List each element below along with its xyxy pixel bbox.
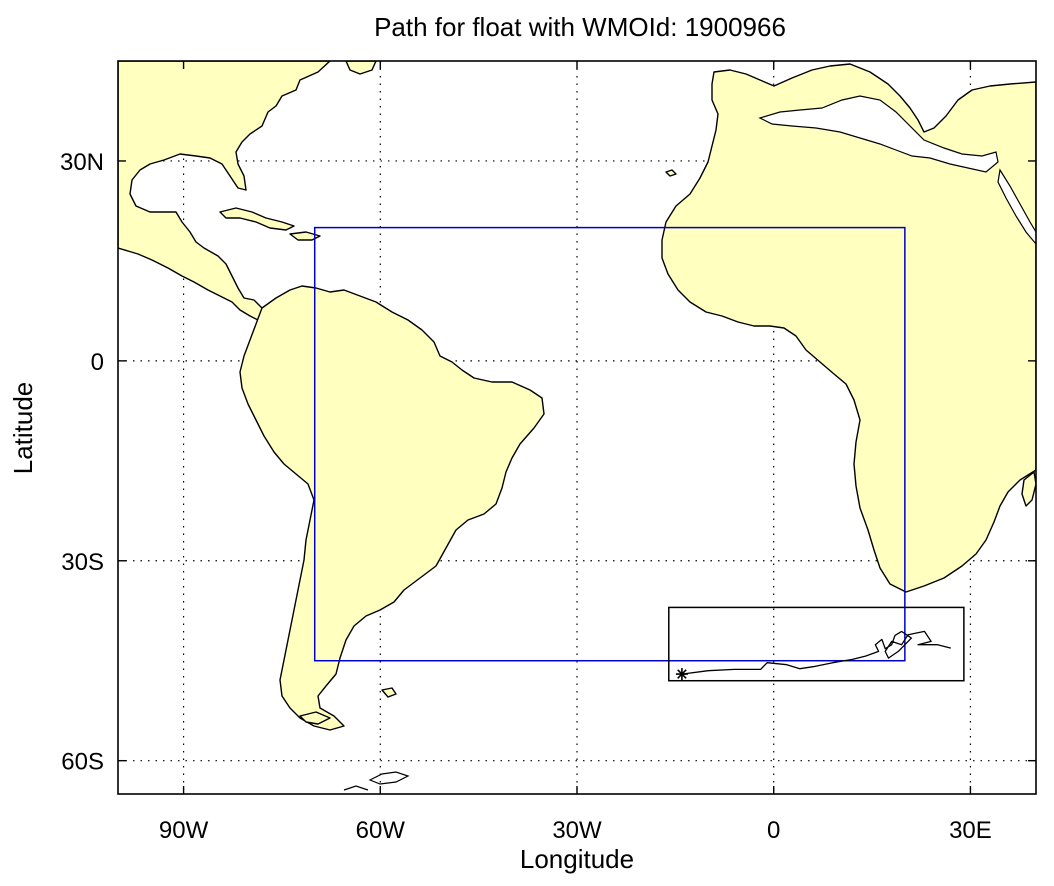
cuba-island [219,207,295,231]
madagascar-island [1021,471,1036,507]
y-tick-label: 30N [60,149,104,176]
mediterranean-sea [758,95,999,173]
float-path-line [681,630,951,675]
x-tick-label: 90W [159,817,209,844]
canary-islands [665,169,677,177]
y-axis-title: Latitude [8,382,38,475]
antarctic-peninsula-coast [343,771,410,791]
x-tick-label: 60W [356,817,406,844]
red-sea [997,168,1036,245]
africa-europe-landmass [661,63,1036,593]
x-tick-label: 0 [767,817,780,844]
region-box [313,226,906,662]
map-area [118,61,1036,794]
x-axis-ticks: 90W 60W 30W 0 30E [159,61,992,844]
float-start-marker [675,668,688,681]
asterisk-stroke [677,669,687,679]
north-america-landmass [118,61,331,323]
falkland-islands [381,687,397,698]
y-tick-label: 30S [61,549,104,576]
newfoundland-coast [345,61,377,75]
x-tick-label: 30W [552,817,602,844]
hispaniola-island [289,231,321,241]
x-axis-title: Longitude [520,844,634,874]
plot-title: Path for float with WMOId: 1900966 [374,12,786,42]
y-axis-ticks: 30N 0 30S 60S [60,149,1036,776]
south-america-landmass [239,285,545,731]
y-tick-label: 60S [61,749,104,776]
x-tick-label: 30E [949,817,992,844]
float-region-box [668,606,965,682]
y-tick-label: 0 [91,349,104,376]
tierra-del-fuego [299,711,331,725]
land-layer [118,61,1036,791]
